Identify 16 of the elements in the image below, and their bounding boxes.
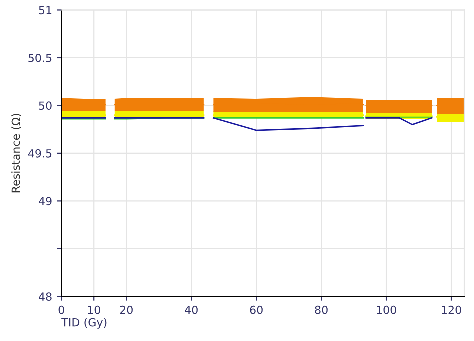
x-tick-label: 40 <box>185 306 198 314</box>
y-tick-label: 49 <box>38 197 52 206</box>
y-tick-label: 50 <box>39 102 52 110</box>
y-tick-label: 49.5 <box>28 149 52 158</box>
x-axis-title: TID (Gy) <box>62 318 107 329</box>
x-tick-label: 120 <box>442 306 462 314</box>
y-tick-label: 48 <box>38 292 52 302</box>
x-tick-label: 60 <box>250 306 263 314</box>
x-tick-label: 0 <box>58 306 64 314</box>
x-tick-label: 80 <box>315 306 328 314</box>
x-tick-label: 100 <box>377 306 396 314</box>
x-tick-label: 10 <box>88 306 100 314</box>
y-tick-label: 51 <box>39 6 52 15</box>
y-tick-label: 50.5 <box>28 54 52 62</box>
x-tick-label: 20 <box>120 306 133 314</box>
y-axis-title: Resistance (Ω) <box>12 114 22 193</box>
